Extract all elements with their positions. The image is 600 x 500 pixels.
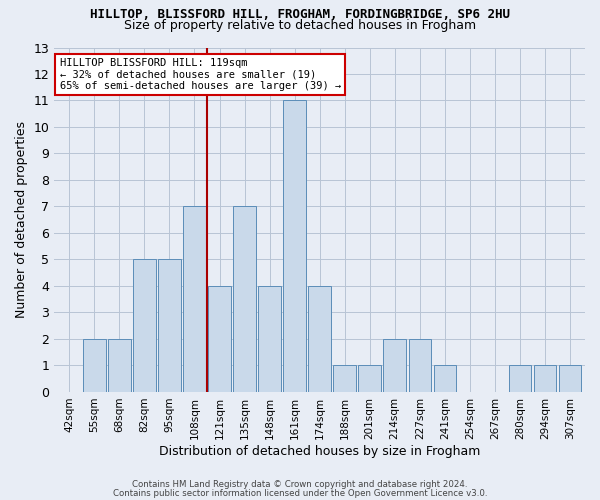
X-axis label: Distribution of detached houses by size in Frogham: Distribution of detached houses by size … [159,444,481,458]
Bar [259,286,281,392]
Text: Size of property relative to detached houses in Frogham: Size of property relative to detached ho… [124,18,476,32]
Bar [509,366,531,392]
Bar [158,260,181,392]
Bar [409,339,431,392]
Bar [559,366,581,392]
Text: HILLTOP BLISSFORD HILL: 119sqm
← 32% of detached houses are smaller (19)
65% of : HILLTOP BLISSFORD HILL: 119sqm ← 32% of … [59,58,341,91]
Bar [308,286,331,392]
Bar [334,366,356,392]
Y-axis label: Number of detached properties: Number of detached properties [15,121,28,318]
Bar [358,366,381,392]
Text: HILLTOP, BLISSFORD HILL, FROGHAM, FORDINGBRIDGE, SP6 2HU: HILLTOP, BLISSFORD HILL, FROGHAM, FORDIN… [90,8,510,20]
Bar [283,100,306,392]
Bar [108,339,131,392]
Bar [83,339,106,392]
Bar [208,286,231,392]
Bar [133,260,155,392]
Bar [383,339,406,392]
Bar [533,366,556,392]
Text: Contains HM Land Registry data © Crown copyright and database right 2024.: Contains HM Land Registry data © Crown c… [132,480,468,489]
Bar [233,206,256,392]
Bar [434,366,456,392]
Bar [183,206,206,392]
Text: Contains public sector information licensed under the Open Government Licence v3: Contains public sector information licen… [113,488,487,498]
